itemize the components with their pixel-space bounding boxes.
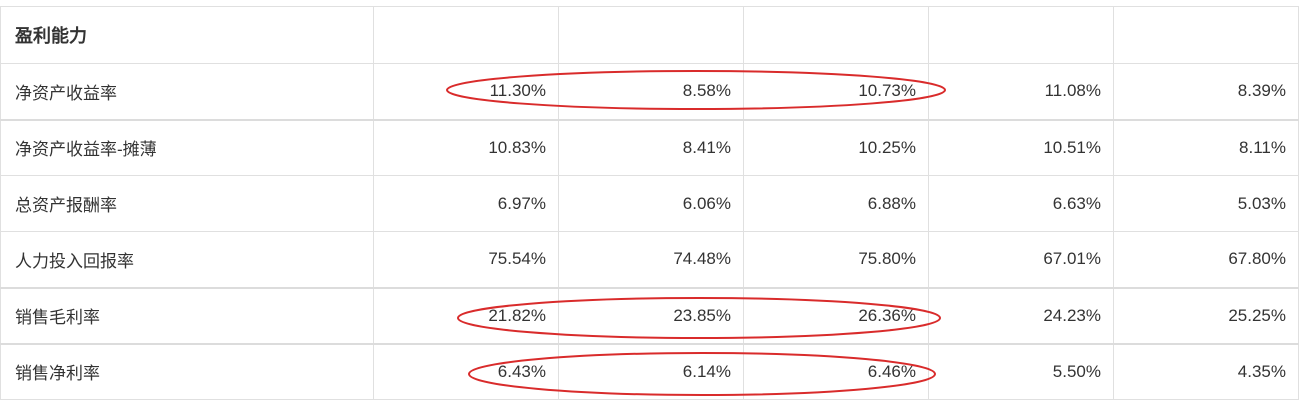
value-cell: 67.80% bbox=[1113, 231, 1299, 288]
value-cell: 6.46% bbox=[743, 342, 929, 400]
value-cell: 67.01% bbox=[928, 231, 1114, 288]
value-cell: 75.80% bbox=[743, 231, 929, 288]
profitability-table: 盈利能力 净资产收益率 11.30% 8.58% 10.73% 11.08% 8.39% 净… bbox=[0, 6, 1299, 400]
value-cell: 11.08% bbox=[928, 63, 1114, 120]
section-title: 盈利能力 bbox=[0, 6, 374, 64]
value-cell: 23.85% bbox=[558, 286, 744, 344]
value-cell: 6.43% bbox=[373, 342, 559, 400]
row-label: 净资产收益率-摊薄 bbox=[0, 118, 374, 176]
value-cell: 74.48% bbox=[558, 231, 744, 288]
value-cell: 6.06% bbox=[558, 175, 744, 232]
value-cell: 5.50% bbox=[928, 342, 1114, 400]
value-cell: 5.03% bbox=[1113, 175, 1299, 232]
value-cell: 75.54% bbox=[373, 231, 559, 288]
value-cell: 10.25% bbox=[743, 118, 929, 176]
row-label: 净资产收益率 bbox=[0, 63, 374, 120]
value-cell: 6.97% bbox=[373, 175, 559, 232]
value-cell: 6.14% bbox=[558, 342, 744, 400]
value-cell: 21.82% bbox=[373, 286, 559, 344]
row-label: 销售毛利率 bbox=[0, 286, 374, 344]
value-cell: 24.23% bbox=[928, 286, 1114, 344]
section-header-row: 盈利能力 bbox=[0, 6, 1299, 64]
table-row: 销售净利率 6.43% 6.14% 6.46% 5.50% 4.35% bbox=[0, 342, 1299, 400]
value-cell: 8.58% bbox=[558, 63, 744, 120]
row-label: 总资产报酬率 bbox=[0, 175, 374, 232]
value-cell: 4.35% bbox=[1113, 342, 1299, 400]
row-label: 销售净利率 bbox=[0, 342, 374, 400]
row-label: 人力投入回报率 bbox=[0, 231, 374, 288]
value-cell: 10.51% bbox=[928, 118, 1114, 176]
value-cell: 11.30% bbox=[373, 63, 559, 120]
value-cell: 8.11% bbox=[1113, 118, 1299, 176]
table-row: 总资产报酬率 6.97% 6.06% 6.88% 6.63% 5.03% bbox=[0, 175, 1299, 232]
table-row: 净资产收益率 11.30% 8.58% 10.73% 11.08% 8.39% bbox=[0, 63, 1299, 120]
table-row: 净资产收益率-摊薄 10.83% 8.41% 10.25% 10.51% 8.11% bbox=[0, 118, 1299, 176]
value-cell: 8.39% bbox=[1113, 63, 1299, 120]
value-cell: 6.88% bbox=[743, 175, 929, 232]
value-cell: 10.83% bbox=[373, 118, 559, 176]
value-cell: 10.73% bbox=[743, 63, 929, 120]
table-row: 人力投入回报率 75.54% 74.48% 75.80% 67.01% 67.80% bbox=[0, 231, 1299, 288]
value-cell: 8.41% bbox=[558, 118, 744, 176]
table-row: 销售毛利率 21.82% 23.85% 26.36% 24.23% 25.25% bbox=[0, 286, 1299, 344]
value-cell: 26.36% bbox=[743, 286, 929, 344]
value-cell: 6.63% bbox=[928, 175, 1114, 232]
value-cell: 25.25% bbox=[1113, 286, 1299, 344]
